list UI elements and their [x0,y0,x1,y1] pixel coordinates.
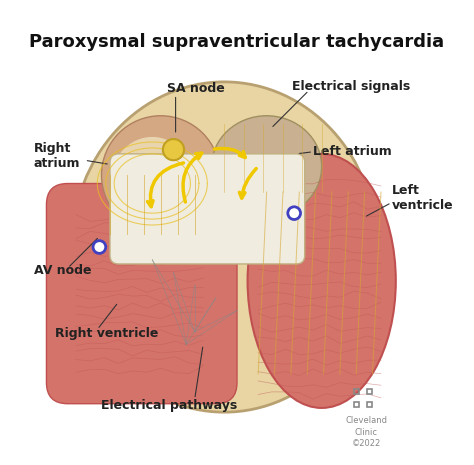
Text: Paroxysmal supraventricular tachycardia: Paroxysmal supraventricular tachycardia [29,33,445,51]
Text: Right
atrium: Right atrium [34,142,80,170]
Text: Electrical pathways: Electrical pathways [101,399,237,412]
Text: Right ventricle: Right ventricle [55,327,158,340]
Ellipse shape [110,137,195,230]
Text: Electrical signals: Electrical signals [292,80,410,93]
Circle shape [163,139,184,160]
Text: Cleveland
Clinic
©2022: Cleveland Clinic ©2022 [345,416,387,448]
Circle shape [93,241,106,253]
Text: Left atrium: Left atrium [313,145,392,158]
Text: AV node: AV node [34,264,91,277]
FancyBboxPatch shape [110,154,305,264]
Text: Left
ventricle: Left ventricle [392,184,453,213]
FancyBboxPatch shape [46,184,237,404]
Ellipse shape [101,116,220,234]
Ellipse shape [211,116,322,217]
Text: SA node: SA node [167,82,225,95]
Ellipse shape [72,82,377,412]
Ellipse shape [247,154,396,408]
Circle shape [288,207,301,219]
